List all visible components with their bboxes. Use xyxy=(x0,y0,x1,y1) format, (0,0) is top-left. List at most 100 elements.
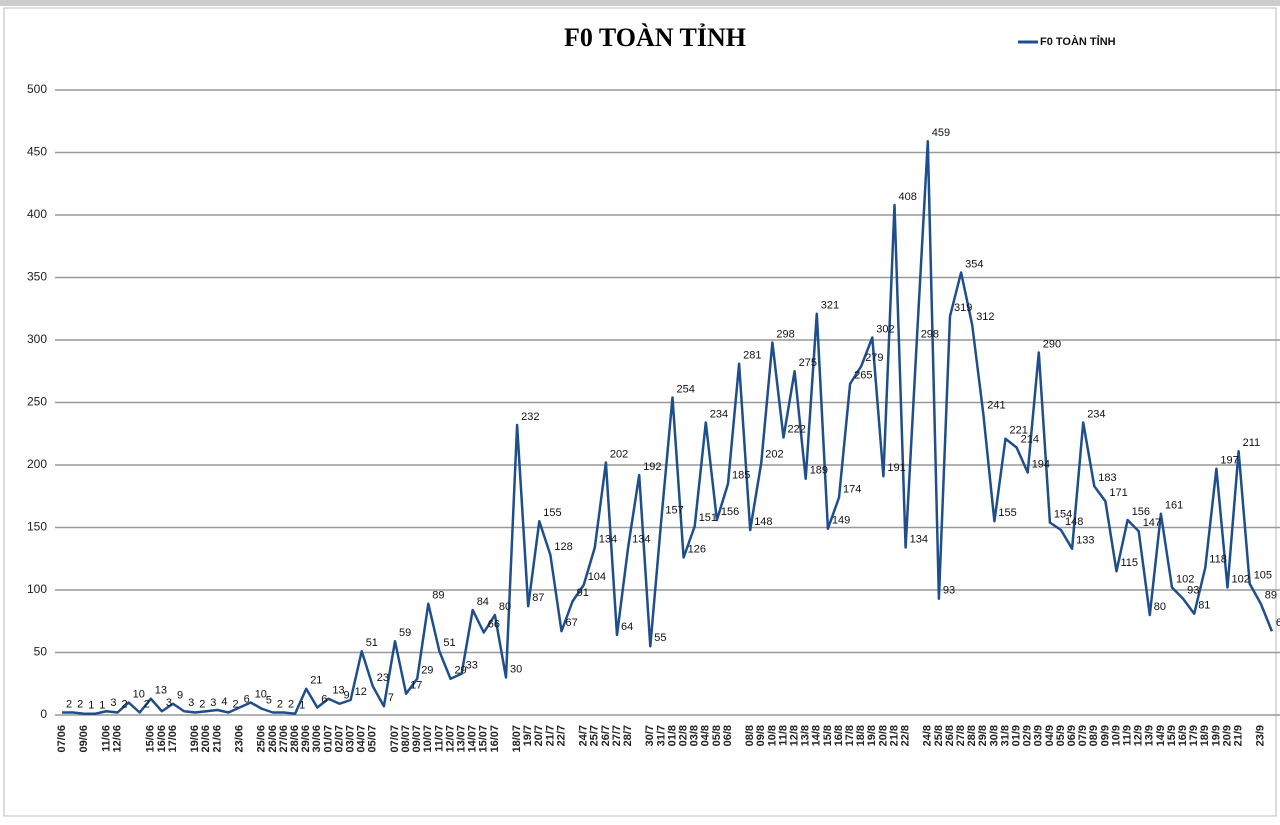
x-tick-label: 21/9 xyxy=(1233,725,1245,746)
data-label: 211 xyxy=(1243,437,1261,449)
x-tick-label: 20/7 xyxy=(533,725,545,746)
x-tick-label: 31/8 xyxy=(999,725,1011,746)
x-tick-label: 13/07 xyxy=(456,725,468,753)
x-tick-label: 21/7 xyxy=(544,725,556,746)
data-label: 6 xyxy=(321,693,327,705)
data-label: 133 xyxy=(1076,535,1094,547)
data-label: 12 xyxy=(355,686,367,698)
x-tick-label: 09/07 xyxy=(411,725,423,753)
y-tick-label: 150 xyxy=(27,520,47,534)
data-label: 2 xyxy=(66,698,72,710)
data-label: 148 xyxy=(1065,516,1083,528)
x-tick-label: 30/06 xyxy=(311,725,323,753)
data-label: 2 xyxy=(199,698,205,710)
data-label: 155 xyxy=(998,507,1016,519)
data-label: 279 xyxy=(865,352,883,364)
x-tick-label: 10/8 xyxy=(766,725,778,746)
x-tick-label: 12/06 xyxy=(111,725,123,753)
data-label: 67 xyxy=(566,617,578,629)
data-label: 84 xyxy=(477,596,489,608)
x-tick-label: 07/9 xyxy=(1077,725,1089,746)
x-tick-label: 08/07 xyxy=(400,725,412,753)
data-label: 1 xyxy=(299,700,305,712)
x-tick-label: 05/8 xyxy=(711,725,723,746)
data-label: 80 xyxy=(499,601,511,613)
data-label: 17 xyxy=(410,680,422,692)
x-tick-label: 18/07 xyxy=(511,725,523,753)
x-tick-label: 31/7 xyxy=(655,725,667,746)
x-tick-label: 25/06 xyxy=(256,725,268,753)
x-tick-label: 22/7 xyxy=(555,725,567,746)
x-tick-label: 16/06 xyxy=(156,725,168,753)
x-tick-label: 11/8 xyxy=(777,725,789,746)
y-tick-label: 350 xyxy=(27,270,47,284)
data-label: 265 xyxy=(854,370,872,382)
data-label: 171 xyxy=(1109,487,1127,499)
x-tick-label: 02/07 xyxy=(333,725,345,753)
data-label: 281 xyxy=(743,350,761,362)
data-label: 155 xyxy=(543,507,561,519)
data-label: 161 xyxy=(1165,500,1183,512)
x-tick-label: 25/7 xyxy=(589,725,601,746)
data-label: 2 xyxy=(144,698,150,710)
data-label: 174 xyxy=(843,483,861,495)
y-tick-label: 100 xyxy=(27,582,47,596)
x-tick-label: 19/7 xyxy=(522,725,534,746)
x-tick-label: 30/8 xyxy=(988,725,1000,746)
x-tick-label: 02/8 xyxy=(678,725,690,746)
data-label: 5 xyxy=(266,695,272,707)
data-label: 275 xyxy=(799,357,817,369)
data-label: 134 xyxy=(632,533,650,545)
x-tick-label: 05/9 xyxy=(1055,725,1067,746)
data-label: 89 xyxy=(1265,590,1277,602)
x-tick-label: 05/07 xyxy=(367,725,379,753)
data-label: 148 xyxy=(754,516,772,528)
x-tick-label: 03/8 xyxy=(689,725,701,746)
x-tick-label: 06/9 xyxy=(1066,725,1078,746)
data-label: 197 xyxy=(1220,455,1238,467)
data-label: 29 xyxy=(455,665,467,677)
data-label: 191 xyxy=(887,462,905,474)
x-tick-label: 04/9 xyxy=(1044,725,1056,746)
data-label: 81 xyxy=(1198,600,1210,612)
x-tick-label: 12/9 xyxy=(1133,725,1145,746)
y-tick-label: 500 xyxy=(27,82,47,96)
x-tick-label: 15/06 xyxy=(145,725,157,753)
x-tick-label: 27/8 xyxy=(955,725,967,746)
x-tick-label: 04/07 xyxy=(356,725,368,753)
data-label: 459 xyxy=(932,127,950,139)
data-label: 157 xyxy=(665,505,683,517)
y-tick-label: 400 xyxy=(27,207,47,221)
data-label: 1 xyxy=(99,700,105,712)
data-label: 151 xyxy=(699,512,717,524)
data-label: 134 xyxy=(910,533,928,545)
x-tick-label: 17/9 xyxy=(1188,725,1200,746)
x-tick-label: 15/07 xyxy=(478,725,490,753)
x-tick-label: 16/8 xyxy=(833,725,845,746)
data-label: 9 xyxy=(177,690,183,702)
data-label: 254 xyxy=(677,383,695,395)
data-label: 6 xyxy=(244,693,250,705)
data-label: 59 xyxy=(399,627,411,639)
data-label: 126 xyxy=(688,543,706,555)
x-tick-label: 13/9 xyxy=(1144,725,1156,746)
data-label: 3 xyxy=(210,697,216,709)
x-tick-label: 17/06 xyxy=(167,725,179,753)
x-tick-label: 03/07 xyxy=(345,725,357,753)
x-tick-label: 21/06 xyxy=(211,725,223,753)
x-tick-label: 20/9 xyxy=(1221,725,1233,746)
x-tick-label: 27/06 xyxy=(278,725,290,753)
x-tick-label: 24/8 xyxy=(922,725,934,746)
data-label: 290 xyxy=(1043,338,1061,350)
data-label: 51 xyxy=(443,637,455,649)
x-tick-label: 16/9 xyxy=(1177,725,1189,746)
x-tick-label: 02/9 xyxy=(1022,725,1034,746)
data-label: 192 xyxy=(643,461,661,473)
data-label: 2 xyxy=(122,698,128,710)
y-tick-label: 200 xyxy=(27,457,47,471)
data-label: 80 xyxy=(1154,601,1166,613)
y-tick-label: 300 xyxy=(27,332,47,346)
data-label: 10 xyxy=(133,688,145,700)
x-tick-label: 14/9 xyxy=(1155,725,1167,746)
